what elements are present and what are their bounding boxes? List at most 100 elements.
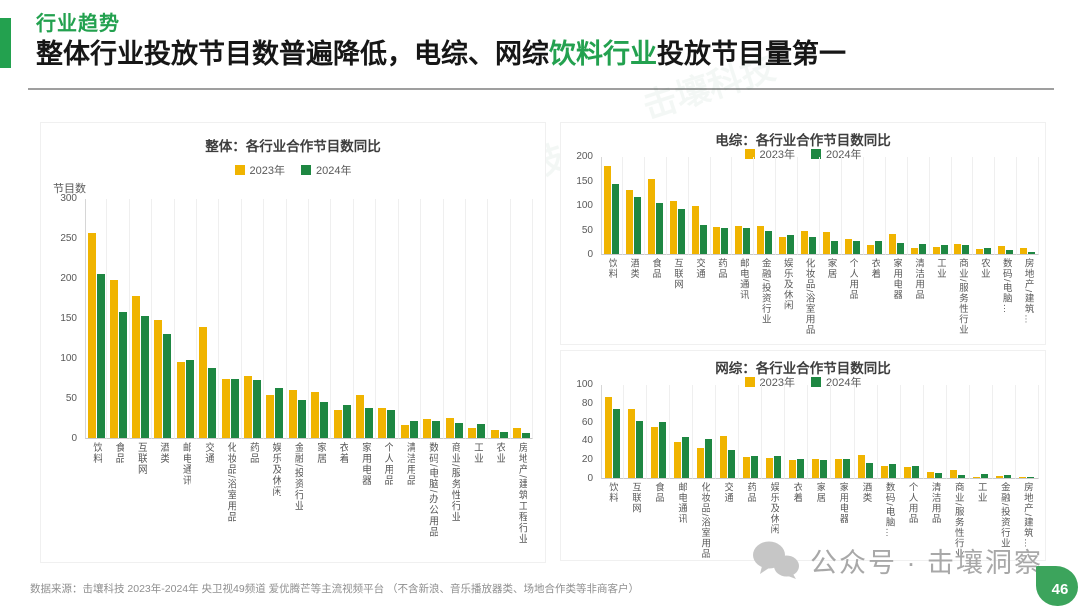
category-column: 饮料 (601, 385, 625, 560)
bar-group (716, 385, 740, 479)
legend-item-2024: 2024年 (811, 374, 861, 390)
bar-group (331, 199, 354, 439)
legend-label: 2024年 (826, 377, 862, 389)
x-axis-label: 食品 (653, 482, 665, 503)
x-axis-label: 互联网 (672, 258, 684, 290)
wechat-account-label: 公众号 · 击壤洞察 (810, 547, 1043, 578)
bar-group (647, 385, 671, 479)
tv-variety-bar-chart: 电综：各行业合作节目数同比 2023年 2024年 0 50 100 150 200 饮… (561, 123, 1045, 344)
bar-2024 (677, 208, 685, 254)
bar-group (946, 385, 970, 479)
category-column: 交通 (197, 199, 220, 558)
bar-group (398, 199, 422, 439)
y-tick-label: 300 (60, 193, 77, 204)
bar-2023 (954, 244, 962, 254)
legend-swatch-2023 (234, 165, 245, 175)
chart-title: 网综：各行业合作节目数同比 (715, 361, 891, 376)
x-axis-label: 房地产/建筑工程行业 (516, 442, 528, 545)
bar-group (785, 385, 809, 479)
bar-2024 (387, 410, 396, 438)
bar-2023 (673, 442, 681, 478)
bar-group (465, 199, 489, 439)
bar-2023 (378, 407, 387, 438)
bar-group (877, 385, 901, 479)
bar-group (820, 157, 842, 255)
bar-group (129, 199, 153, 439)
category-column: 娱乐及休闲 (776, 157, 799, 344)
x-axis-label: 工业 (975, 482, 987, 503)
bar-2023 (109, 279, 118, 438)
bar-group (1017, 157, 1040, 255)
bar-group (907, 157, 930, 255)
bar-group (353, 199, 377, 439)
bar-group (241, 199, 265, 439)
category-column: 药品 (710, 157, 733, 344)
bar-group (107, 199, 130, 439)
plot-area: 0 50 100 150 200 饮料 酒类 食品 互联网 交通 药品 邮电通讯 金融/投资行业 娱乐及… (569, 152, 1040, 344)
section-eyebrow: 行业趋势 (36, 13, 120, 35)
x-axis-label: 交通 (694, 258, 706, 279)
bar-2023 (757, 225, 765, 254)
bar-2023 (973, 476, 981, 478)
bar-2023 (765, 458, 773, 478)
bar-2023 (904, 466, 912, 478)
bar-2023 (132, 296, 141, 438)
bar-group (85, 199, 108, 439)
bar-2023 (742, 457, 750, 478)
bar-2024 (727, 449, 735, 478)
bar-group (376, 199, 399, 439)
bar-2023 (719, 435, 727, 478)
x-axis-label: 衣着 (791, 482, 803, 503)
x-axis-label: 交通 (202, 442, 214, 464)
x-axis-label: 饮料 (607, 482, 619, 503)
bar-2024 (704, 439, 712, 478)
bar-2024 (635, 420, 643, 478)
x-axis-label: 衣着 (869, 258, 881, 279)
overall-chart-panel: 整体：各行业合作节目数同比 2023年 2024年 节目数 0 50 100 150 2… (40, 122, 546, 563)
x-axis-label: 清洁用品 (929, 482, 941, 524)
category-column: 数码/电脑… (995, 157, 1018, 344)
bar-2024 (118, 312, 127, 438)
bar-group (885, 157, 908, 255)
y-tick-label: 50 (581, 224, 593, 236)
category-column: 衣着 (785, 385, 809, 560)
bar-group (732, 157, 755, 255)
bar-2024 (320, 402, 329, 438)
category-column: 金融/投资行业 (286, 199, 310, 558)
bar-group (174, 199, 198, 439)
category-column: 清洁用品 (907, 157, 930, 344)
category-column: 个人用品 (841, 157, 864, 344)
bar-2023 (199, 326, 208, 438)
bar-group (929, 157, 952, 255)
web-variety-bar-chart: 网综：各行业合作节目数同比 2023年 2024年 0 20 40 60 80 100 饮… (561, 351, 1045, 560)
tv-variety-chart-panel: 电综：各行业合作节目数同比 2023年 2024年 0 50 100 150 200 饮… (560, 122, 1046, 345)
y-tick-label: 80 (581, 397, 593, 409)
legend-item-2023: 2023年 (234, 162, 285, 178)
bar-2024 (940, 244, 948, 254)
x-axis-label: 家用电器 (359, 442, 371, 486)
bar-2024 (141, 316, 150, 438)
bar-2024 (809, 236, 817, 254)
x-axis-label: 酒类 (628, 258, 640, 279)
bar-2023 (844, 238, 852, 254)
bar-group (995, 157, 1018, 255)
category-column: 工业 (969, 385, 993, 560)
category-column: 食品 (644, 157, 667, 344)
bar-2024 (454, 422, 463, 438)
bars-area: 饮料 食品 互联网 酒类 邮电通讯 交通 化妆品/浴室用品 药品 娱乐及休闲 金融/投资行业 家居衣… (85, 199, 534, 558)
x-axis-label: 饮料 (606, 258, 618, 279)
x-axis-label: 交通 (722, 482, 734, 503)
legend-label: 2023年 (249, 165, 285, 177)
x-axis-label: 药品 (247, 442, 259, 464)
legend-swatch-2024 (301, 165, 311, 175)
category-column: 金融/投资行业 (992, 385, 1016, 560)
category-column: 互联网 (624, 385, 648, 560)
x-axis-label: 工业 (471, 442, 483, 464)
legend-label: 2024年 (826, 149, 862, 161)
bar-2023 (627, 409, 635, 478)
bar-2023 (650, 427, 658, 478)
x-axis-label: 商业/服务性行业 (952, 482, 964, 560)
x-axis-label: 清洁用品 (404, 442, 416, 486)
category-column: 食品 (647, 385, 671, 560)
bar-group (1015, 385, 1039, 479)
